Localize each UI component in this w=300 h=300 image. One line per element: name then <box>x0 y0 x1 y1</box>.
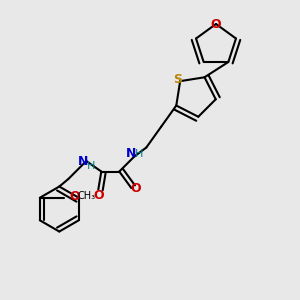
Text: CH₃: CH₃ <box>77 191 95 201</box>
Text: N: N <box>126 147 136 160</box>
Text: O: O <box>130 182 141 194</box>
Text: O: O <box>211 17 221 31</box>
Text: H: H <box>135 148 143 158</box>
Text: O: O <box>69 190 80 203</box>
Text: N: N <box>78 154 88 167</box>
Text: S: S <box>173 73 182 86</box>
Text: H: H <box>87 160 95 170</box>
Text: O: O <box>93 189 104 202</box>
